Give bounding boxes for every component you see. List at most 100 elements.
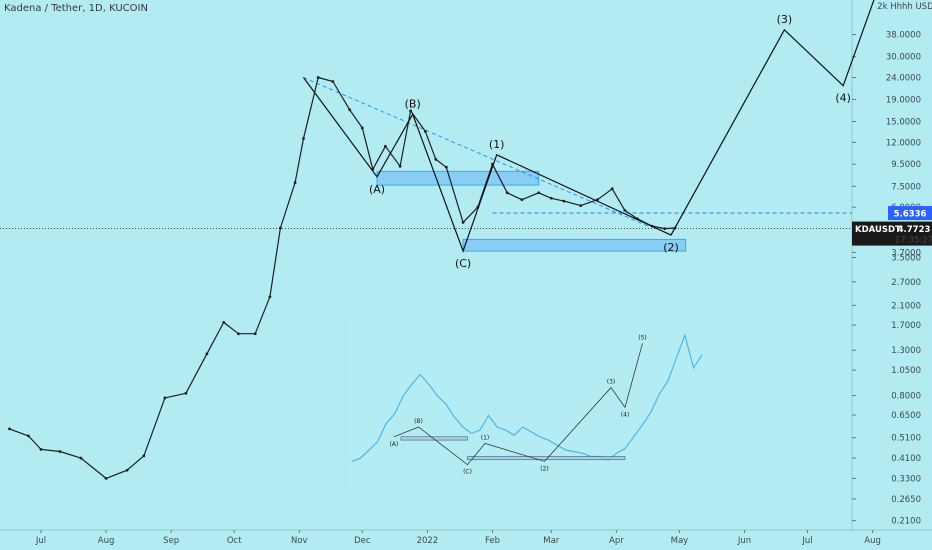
y-tick-label: 15.0000 bbox=[886, 117, 921, 127]
y-tick-label: 19.0000 bbox=[886, 95, 921, 105]
x-tick-label: 2022 bbox=[417, 536, 439, 546]
wave-label: (C) bbox=[455, 257, 471, 270]
price-point bbox=[58, 450, 62, 453]
y-tick-label: 0.4100 bbox=[891, 454, 921, 464]
inset-price-line bbox=[351, 333, 703, 462]
y-tick-label: 3.5000 bbox=[891, 254, 921, 264]
price-point bbox=[409, 109, 412, 113]
inset-wave-label: (1) bbox=[481, 434, 490, 441]
price-point bbox=[293, 181, 297, 185]
wave-label: (3) bbox=[777, 13, 793, 26]
y-tick-label: 2.1000 bbox=[891, 301, 921, 311]
current-price-value: 4.7723 bbox=[898, 225, 931, 235]
x-tick-label: Aug bbox=[98, 536, 115, 546]
price-point bbox=[610, 187, 614, 191]
inset-wave-label: (5) bbox=[638, 334, 647, 341]
elliott-wave-projection bbox=[303, 0, 875, 253]
x-tick-label: Aug bbox=[864, 536, 881, 546]
price-point bbox=[79, 456, 83, 460]
price-point bbox=[348, 108, 352, 112]
y-tick-label: 38.0000 bbox=[886, 31, 921, 41]
price-point bbox=[279, 226, 282, 230]
y-tick-label: 12.0000 bbox=[886, 138, 921, 148]
x-tick-label: Feb bbox=[485, 536, 500, 546]
y-tick-label: 3.7000 bbox=[891, 248, 921, 258]
price-point bbox=[302, 137, 305, 140]
y-tick-label: 7.5000 bbox=[891, 182, 921, 192]
current-price-tag bbox=[852, 221, 932, 246]
x-tick-label: Jun bbox=[737, 536, 751, 546]
price-point bbox=[505, 191, 509, 195]
x-tick-label: Apr bbox=[609, 536, 624, 546]
inset-chart: (A) (B) (C) (1) (2) (3) (4) (5) bbox=[348, 318, 706, 490]
price-point bbox=[360, 126, 364, 130]
wave-label: (2) bbox=[663, 241, 679, 254]
price-point bbox=[444, 165, 448, 169]
x-tick-label: Oct bbox=[227, 536, 242, 546]
price-point bbox=[663, 227, 667, 231]
y-tick-label: 0.6500 bbox=[891, 411, 921, 421]
x-tick-label: May bbox=[671, 536, 689, 546]
y-tick-label: 1.0500 bbox=[891, 366, 921, 376]
price-point bbox=[27, 434, 30, 438]
inset-wave-label: (4) bbox=[621, 411, 630, 418]
y-tick-label: 0.5100 bbox=[891, 434, 921, 444]
y-tick-label: 1.3000 bbox=[891, 346, 921, 356]
price-point bbox=[398, 164, 402, 168]
price-point bbox=[142, 454, 146, 458]
alt-price-value: 5.6336 bbox=[894, 210, 927, 220]
x-tick-label: Jul bbox=[35, 536, 46, 546]
support-zone bbox=[376, 170, 540, 186]
y-tick-label: 0.2100 bbox=[891, 517, 921, 527]
inset-zone bbox=[400, 436, 468, 441]
current-price-symbol: KDAUSDT bbox=[855, 225, 901, 235]
price-point bbox=[384, 144, 387, 148]
x-tick-label: Nov bbox=[291, 536, 308, 546]
wave-label: (B) bbox=[405, 97, 421, 110]
price-point bbox=[461, 220, 465, 224]
inset-wave-label: (C) bbox=[463, 469, 472, 476]
price-point bbox=[184, 391, 188, 395]
y-tick-label: 30.0000 bbox=[886, 53, 921, 63]
x-tick-label: Mar bbox=[543, 536, 560, 546]
wave-label: (A) bbox=[369, 183, 385, 196]
price-point bbox=[222, 320, 226, 324]
y-tick-label: 0.2650 bbox=[891, 495, 921, 505]
inset-wave-line bbox=[393, 343, 643, 466]
price-point bbox=[39, 447, 43, 451]
price-point bbox=[268, 295, 272, 299]
price-point bbox=[237, 332, 240, 336]
price-point bbox=[205, 352, 209, 356]
inset-wave-label: (B) bbox=[414, 418, 423, 425]
price-point bbox=[163, 396, 167, 400]
price-point bbox=[125, 468, 129, 472]
price-point bbox=[623, 208, 627, 212]
price-point bbox=[537, 191, 541, 195]
inset-background bbox=[348, 318, 706, 490]
price-point bbox=[520, 198, 524, 202]
x-tick-label: Dec bbox=[354, 536, 371, 546]
support-zone bbox=[462, 238, 687, 252]
price-point bbox=[423, 129, 427, 133]
price-point bbox=[104, 476, 108, 480]
wave-label: (1) bbox=[489, 138, 505, 151]
price-point bbox=[562, 199, 566, 203]
price-point bbox=[331, 80, 335, 83]
price-point bbox=[316, 76, 320, 79]
inset-wave-label: (3) bbox=[607, 379, 616, 386]
chart-title: Kadena / Tether, 1D, KUCOIN bbox=[4, 3, 148, 14]
y-axis-unit: 2k Hhhh USDT bbox=[877, 2, 932, 12]
inset-wave-label: (2) bbox=[540, 465, 549, 472]
price-point bbox=[434, 158, 438, 161]
x-tick-label: Sep bbox=[163, 536, 179, 546]
price-point bbox=[549, 196, 553, 200]
inset-wave-label: (A) bbox=[390, 441, 399, 448]
price-point bbox=[253, 332, 257, 336]
price-point bbox=[579, 204, 583, 208]
descending-trendline bbox=[303, 77, 649, 227]
price-point bbox=[8, 427, 11, 431]
y-tick-label: 2.7000 bbox=[891, 278, 921, 288]
y-tick-label: 9.5000 bbox=[891, 160, 921, 170]
x-tick-label: Jul bbox=[801, 536, 812, 546]
